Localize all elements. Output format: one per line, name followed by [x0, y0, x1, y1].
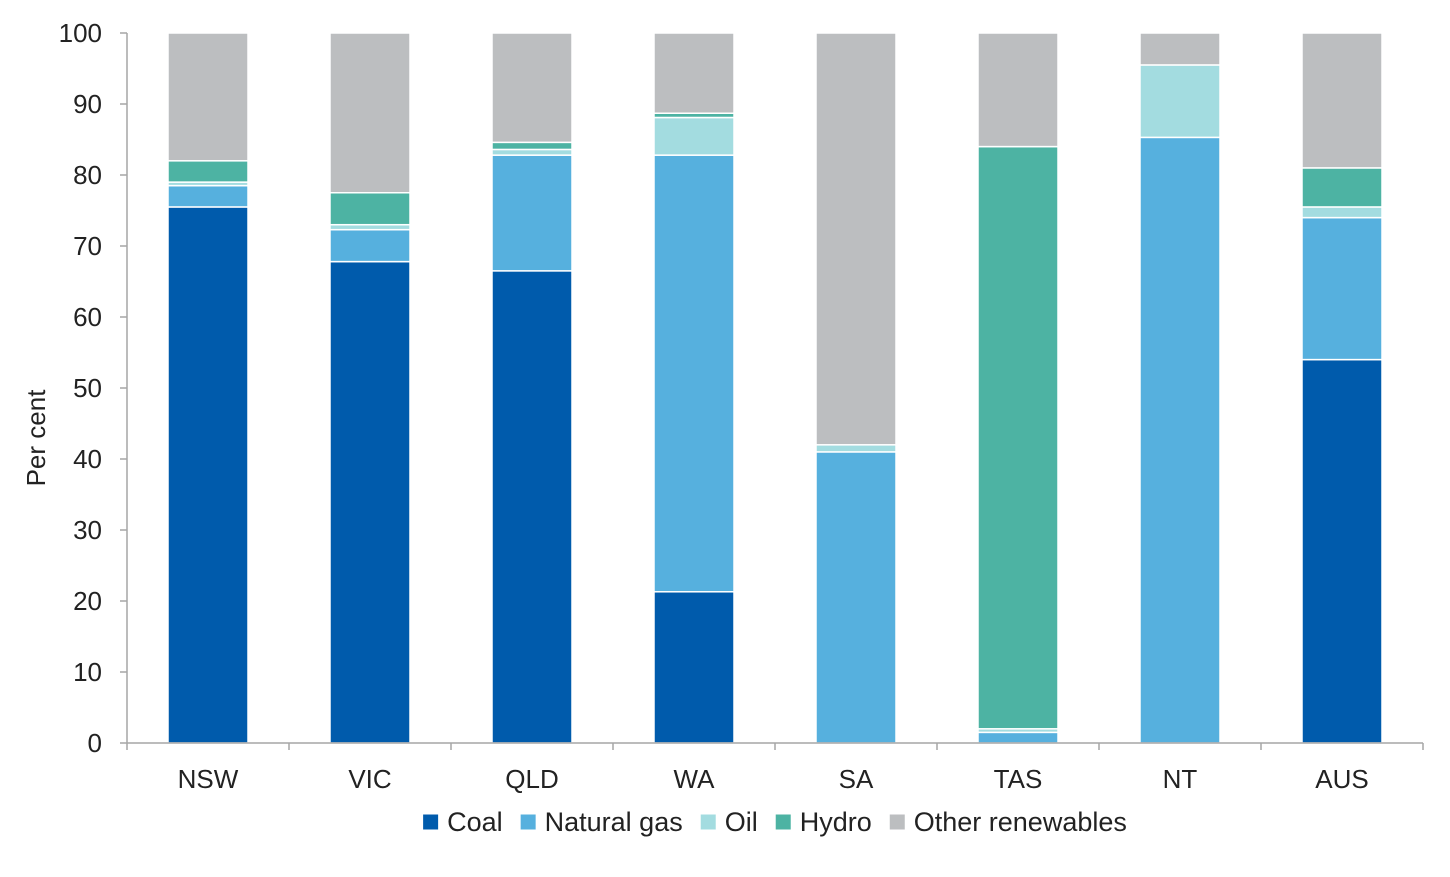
bar-segment-vic-coal [329, 260, 411, 744]
legend-swatch [775, 814, 791, 830]
bars-layer [167, 32, 1383, 744]
y-tick-label: 40 [73, 444, 102, 474]
legend-swatch [700, 814, 716, 830]
bar-segment-nsw-coal [167, 206, 249, 744]
x-tick-label: TAS [994, 764, 1043, 794]
bar-segment-vic-other-renewables [329, 32, 411, 194]
bar-segment-qld-natural-gas [491, 154, 573, 272]
bar-segment-tas-other-renewables [977, 32, 1059, 148]
bar-segment-aus-natural-gas [1301, 216, 1383, 361]
x-tick-label: NSW [178, 764, 239, 794]
bar-segment-qld-other-renewables [491, 32, 573, 144]
bar-segment-nt-oil [1139, 64, 1221, 139]
x-tick-label: SA [839, 764, 874, 794]
legend-item-hydro: Hydro [775, 807, 872, 837]
bar-segment-wa-natural-gas [653, 154, 735, 593]
bar-segment-vic-natural-gas [329, 228, 411, 263]
bar-segment-aus-coal [1301, 358, 1383, 744]
y-tick-label: 20 [73, 586, 102, 616]
legend-swatch [889, 814, 905, 830]
bar-segment-aus-other-renewables [1301, 32, 1383, 169]
x-tick-label: VIC [348, 764, 391, 794]
legend: Coal Natural gas Oil Hydro Other renewables [423, 807, 1127, 837]
bar-segment-sa-natural-gas [815, 451, 897, 744]
y-tick-label: 100 [59, 18, 102, 48]
bar-segment-qld-coal [491, 270, 573, 744]
bar-segment-nsw-hydro [167, 160, 249, 183]
x-tick-label: WA [674, 764, 716, 794]
bar-segment-tas-natural-gas [977, 731, 1059, 744]
bar-segment-qld-oil [491, 148, 573, 156]
ticks-layer: NSW VIC QLD WA SA TAS NT AUS 0 10 20 30 40 50 60 70 80 90… [59, 18, 1369, 794]
bar-segment-nt-natural-gas [1139, 136, 1221, 744]
bar-segment-nsw-other-renewables [167, 32, 249, 162]
x-tick-label: QLD [505, 764, 558, 794]
legend-label: Oil [725, 807, 758, 837]
legend-label: Other renewables [914, 807, 1127, 837]
legend-item-coal: Coal [423, 807, 503, 837]
legend-label: Natural gas [545, 807, 683, 837]
legend-label: Coal [447, 807, 503, 837]
bar-segment-tas-hydro [977, 145, 1059, 730]
y-tick-label: 60 [73, 302, 102, 332]
bar-segment-vic-hydro [329, 192, 411, 226]
y-tick-label: 10 [73, 657, 102, 687]
y-tick-label: 90 [73, 89, 102, 119]
bar-segment-sa-oil [815, 444, 897, 453]
legend-item-other-renewables: Other renewables [889, 807, 1127, 837]
y-tick-label: 0 [88, 728, 102, 758]
y-axis-title: Per cent [21, 389, 51, 487]
legend-swatch [520, 814, 536, 830]
legend-item-oil: Oil [700, 807, 758, 837]
axes-layer [120, 32, 1424, 750]
legend-item-natural-gas: Natural gas [520, 807, 683, 837]
bar-segment-nt-other-renewables [1139, 32, 1221, 66]
legend-label: Hydro [800, 807, 872, 837]
x-tick-label: AUS [1315, 764, 1368, 794]
bar-segment-aus-oil [1301, 206, 1383, 219]
bar-segment-sa-other-renewables [815, 32, 897, 446]
bar-segment-wa-other-renewables [653, 32, 735, 114]
y-tick-label: 80 [73, 160, 102, 190]
x-tick-label: NT [1163, 764, 1198, 794]
y-tick-label: 50 [73, 373, 102, 403]
y-tick-label: 30 [73, 515, 102, 545]
bar-segment-nsw-natural-gas [167, 184, 249, 208]
y-tick-label: 70 [73, 231, 102, 261]
bar-segment-aus-hydro [1301, 167, 1383, 208]
bar-segment-qld-hydro [491, 141, 573, 151]
legend-swatch [423, 814, 439, 830]
bar-segment-wa-coal [653, 591, 735, 744]
bar-segment-wa-oil [653, 116, 735, 156]
